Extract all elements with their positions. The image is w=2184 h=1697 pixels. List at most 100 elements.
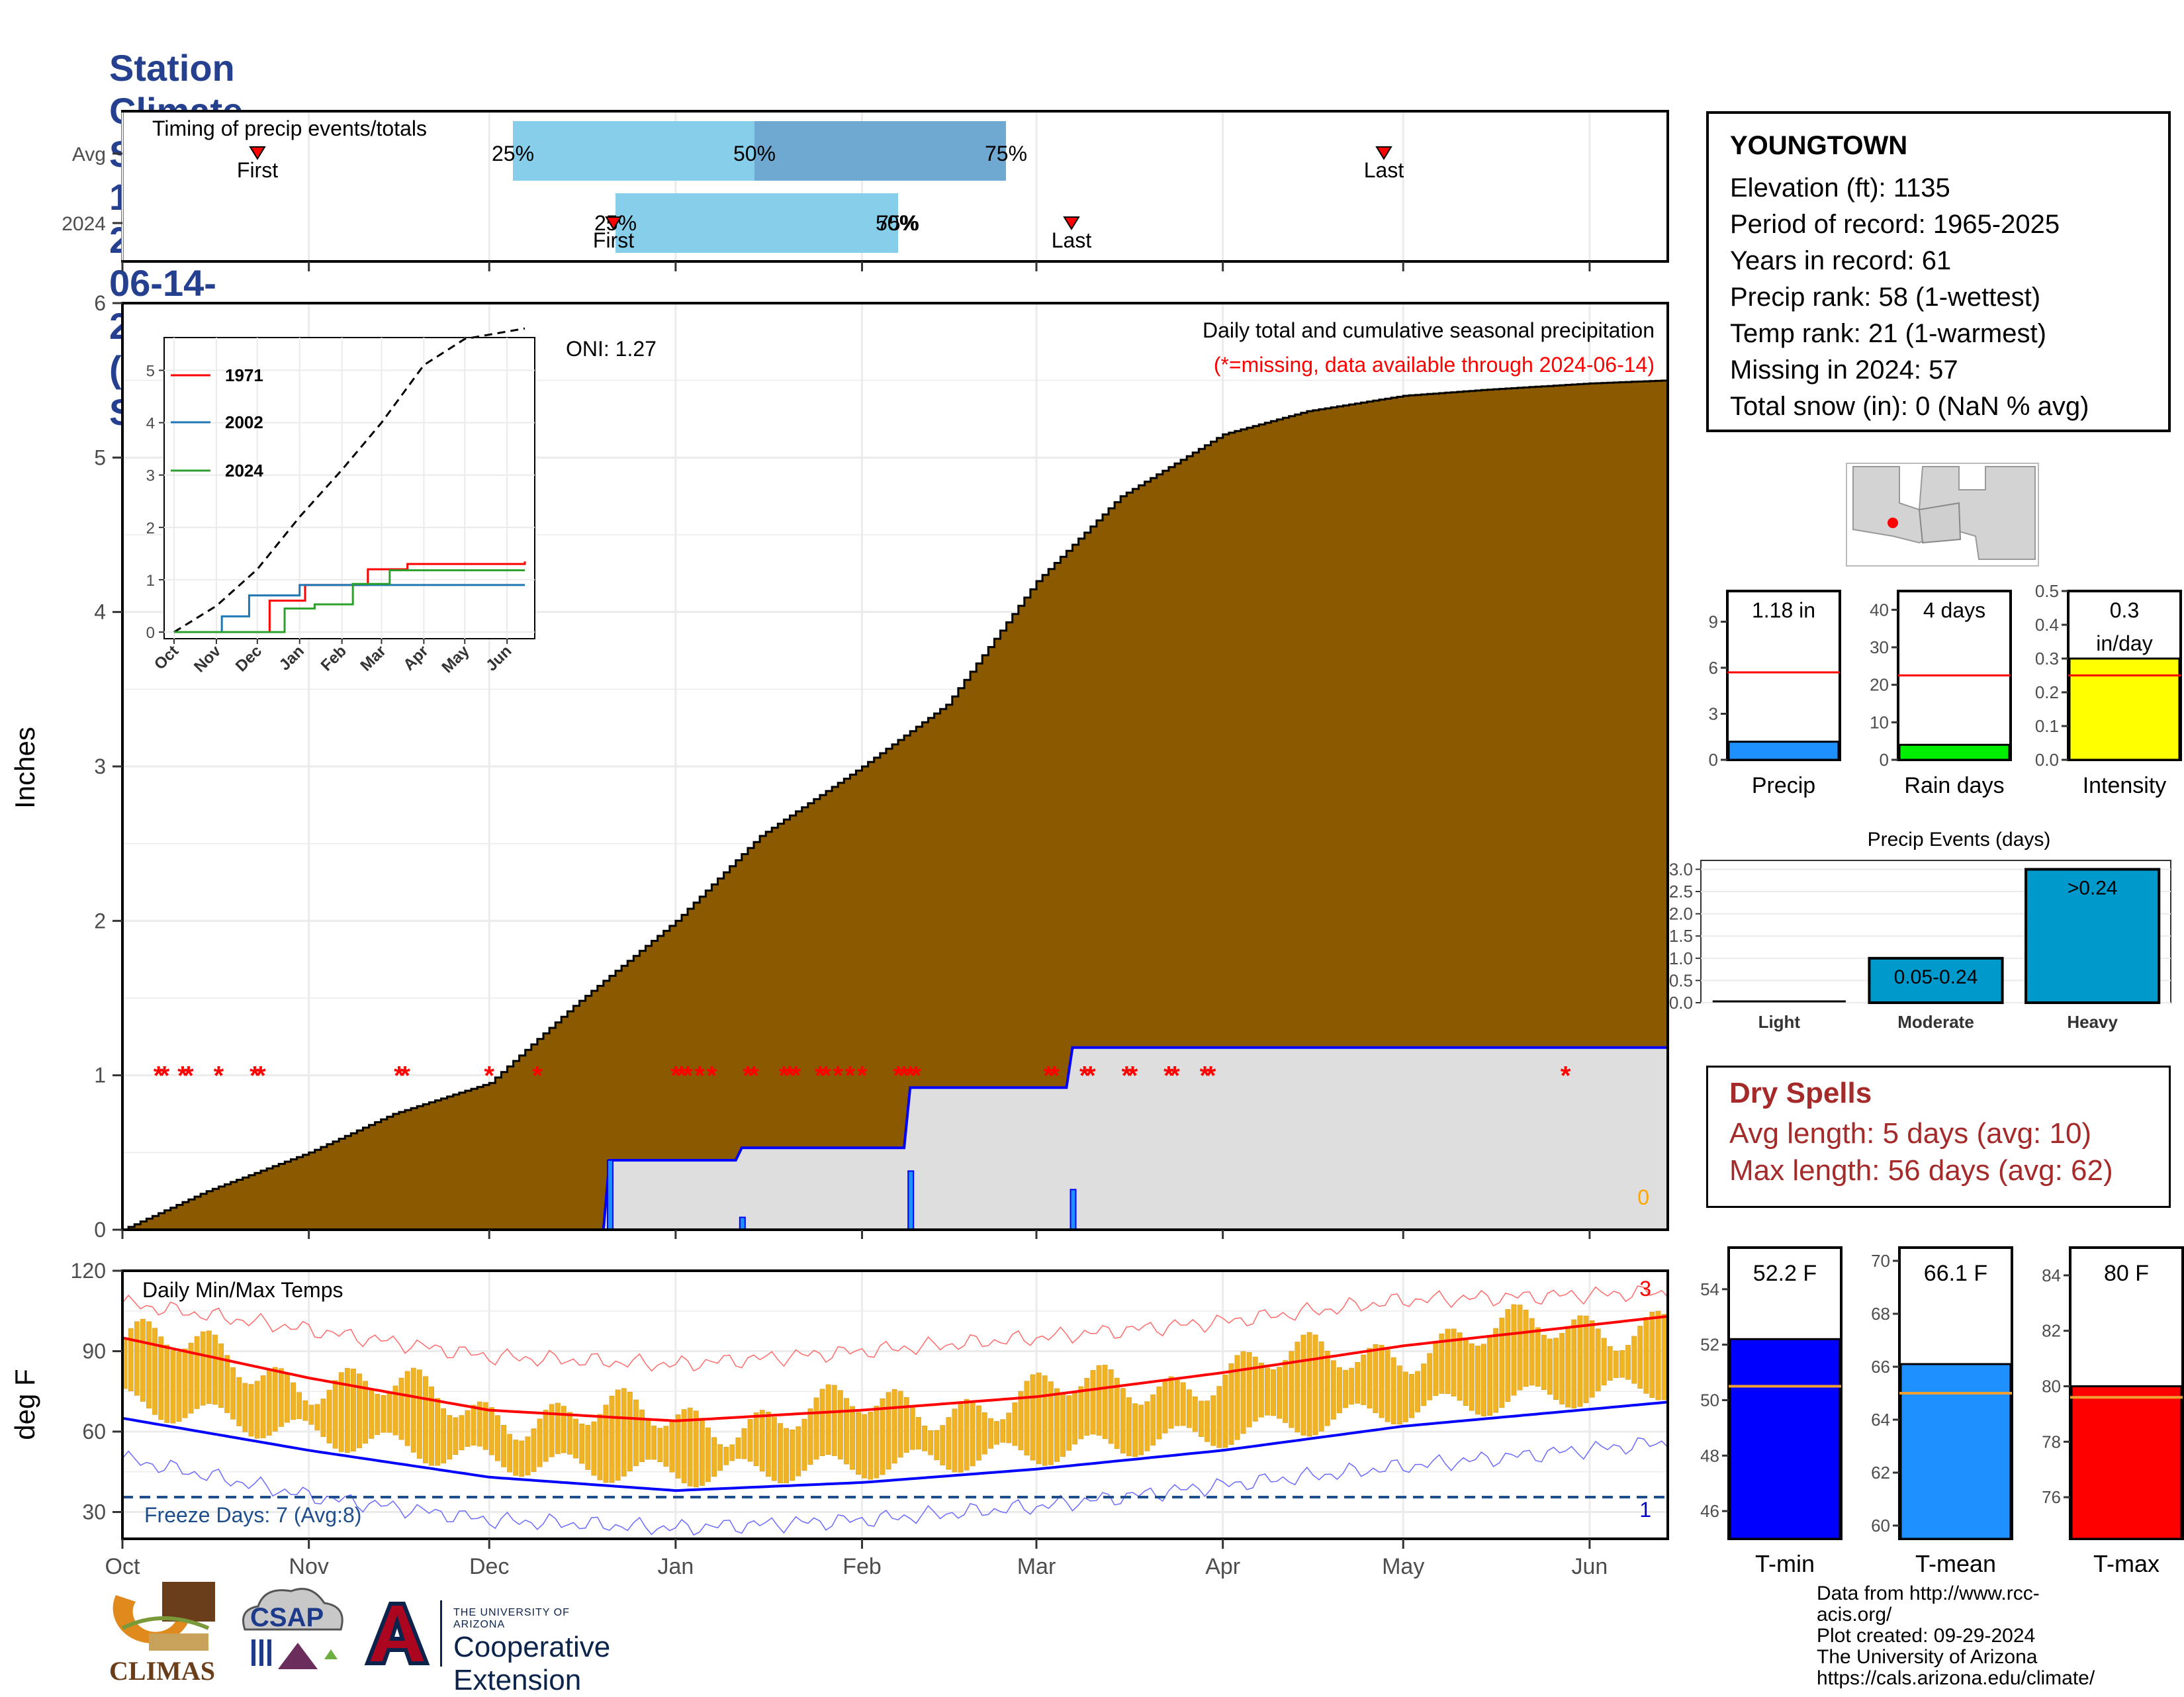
mini-chart-precip: 0 3 6 9 1.18 in Precip [1709,590,1841,798]
avg-p75-label: 75% [985,142,1027,165]
dry-spells-max: Max length: 56 days (avg: 62) [1729,1154,2113,1187]
daily-temp-bar [531,1428,537,1472]
daily-temp-bar [1138,1404,1144,1455]
daily-temp-bar [1619,1350,1625,1378]
daily-temp-bar [573,1418,578,1459]
daily-temp-bar [1018,1391,1024,1451]
mini-chart-intensity: 0.0 0.1 0.2 0.3 0.4 0.5 0.3 in/day Intensity [2035,581,2182,798]
daily-temp-bar [344,1368,350,1453]
events-category: Heavy [2067,1012,2118,1032]
daily-temp-bar [1066,1395,1071,1451]
daily-temp-bar [1517,1305,1523,1391]
mini-label: Precip [1752,773,1815,798]
daily-temp-bar [471,1404,477,1445]
daily-temp-bar [152,1328,158,1415]
daily-precip-bar [1069,1189,1077,1231]
mini-tick-label: 0.2 [2035,682,2059,702]
missing-day-mark: * [857,1062,868,1091]
station-missing: Missing in 2024: 57 [1730,355,1958,385]
daily-temp-bar [645,1418,651,1460]
inset-line-2002 [174,584,525,633]
daily-temp-bar [1186,1389,1192,1428]
precip-ytick-label: 4 [94,600,106,624]
daily-temp-bar [254,1381,260,1439]
temp-summary-tmax: 76 78 80 82 84 80 F T-max [2042,1246,2184,1577]
station-precip-rank: Precip rank: 58 (1-wettest) [1730,283,2041,312]
temp-header: Daily Min/Max Temps [142,1278,343,1302]
missing-day-mark: * [177,1062,188,1091]
inset-ytick-label: 1 [146,572,155,590]
daily-temp-bar [1463,1338,1469,1406]
daily-temp-bar [1228,1363,1234,1445]
daily-temp-bar [669,1420,675,1473]
avg-first-label: First [237,158,278,182]
missing-day-mark: * [1206,1062,1216,1091]
daily-temp-bar [1379,1344,1385,1418]
missing-day-mark: * [255,1062,266,1091]
daily-temp-bar [537,1418,543,1467]
daily-temp-bar [1240,1351,1246,1434]
month-label: Jan [657,1554,694,1579]
daily-temp-bar [453,1417,459,1455]
daily-temp-bar [940,1425,946,1465]
daily-temp-bar [1144,1401,1150,1451]
daily-temp-bar [1036,1373,1042,1465]
inset-line-average [173,327,525,633]
month-label: Oct [105,1554,140,1579]
precip-missing-note: (*=missing, data available through 2024-… [1214,353,1655,377]
temp-summary-value: 80 F [2104,1261,2149,1286]
daily-temp-bar [513,1440,519,1476]
daily-temp-bar [844,1398,849,1465]
daily-temp-bar [1649,1312,1655,1398]
mini-tick-label: 0 [1880,750,1889,770]
inset-ytick-label: 5 [146,363,155,381]
daily-temp-bar [338,1372,344,1452]
daily-temp-bar [1445,1328,1451,1395]
missing-day-mark: * [214,1062,224,1091]
avg-50-75-bar [754,121,1006,181]
station-snow: Total snow (in): 0 (NaN % avg) [1730,392,2089,421]
events-title: Precip Events (days) [1868,829,2051,850]
arizona-shape [1918,502,1962,544]
daily-temp-bar [1078,1386,1084,1440]
mini-tick-label: 30 [1870,637,1889,657]
credit-plot-created: Plot created: 09-29-2024 [1817,1625,2036,1647]
daily-temp-bar [218,1343,224,1408]
daily-temp-bar [1643,1317,1649,1394]
temp-summary-tmean: 60 62 64 66 68 70 66.1 F T-mean [1871,1246,2013,1577]
daily-temp-bar [128,1328,134,1391]
daily-temp-bar [357,1373,362,1449]
daily-temp-bar [1390,1357,1396,1425]
climas-logo: CLIMAS [109,1582,218,1686]
daily-temp-bar [447,1415,453,1460]
station-elevation: Elevation (ft): 1135 [1730,173,1950,203]
mini-tick-label: 20 [1870,675,1889,695]
daily-temp-bar [1475,1346,1480,1415]
missing-day-mark: * [154,1062,164,1091]
daily-temp-bar [1234,1355,1240,1440]
daily-temp-bar [1613,1350,1619,1378]
y2024-first-label: First [593,228,634,252]
dry-spells-avg: Avg length: 5 days (avg: 10) [1729,1117,2092,1150]
temp-summary-tick-label: 68 [1871,1304,1890,1324]
month-label: Jun [1571,1554,1608,1579]
daily-temp-bar [1481,1344,1486,1416]
credit-url: https://cals.arizona.edu/climate/ [1817,1667,2095,1689]
daily-temp-bar [242,1383,248,1432]
daily-temp-bar [206,1330,212,1404]
missing-day-mark: * [743,1062,753,1091]
temp-bottom-count: 1 [1639,1498,1651,1522]
missing-day-mark: * [1079,1062,1090,1091]
mini-tick-label: 10 [1870,712,1889,732]
daily-temp-bar [1289,1351,1295,1428]
daily-temp-bar [272,1367,278,1432]
daily-precip-bar [606,1160,614,1230]
mini-chart-rain_days: 0 10 20 30 40 4 days Rain days [1870,590,2012,798]
daily-temp-bar [212,1334,218,1405]
missing-day-mark: * [815,1062,825,1091]
daily-temp-bar [459,1415,465,1451]
daily-temp-bar [1361,1354,1367,1405]
daily-temp-bar [224,1355,230,1413]
daily-temp-bar [687,1407,693,1487]
temp-summary-tick-label: 48 [1700,1445,1719,1465]
